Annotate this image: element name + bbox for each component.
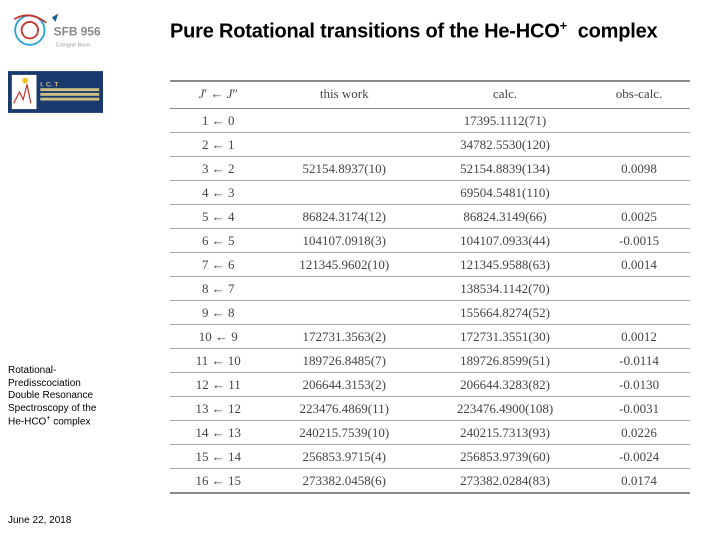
table-row: 8 ← 7 138534.1142(70): [170, 277, 690, 301]
cell-obscalc: [588, 109, 690, 133]
cell-thiswork: 121345.9602(10): [266, 253, 421, 277]
table-row: 2 ← 1 34782.5530(120): [170, 133, 690, 157]
cell-thiswork: 189726.8485(7): [266, 349, 421, 373]
cell-transition: 8 ← 7: [170, 277, 266, 301]
cell-thiswork: [266, 277, 421, 301]
cell-calc: 34782.5530(120): [422, 133, 588, 157]
cell-thiswork: 52154.8937(10): [266, 157, 421, 181]
cell-thiswork: 240215.7539(10): [266, 421, 421, 445]
cell-obscalc: -0.0024: [588, 445, 690, 469]
cell-calc: 273382.0284(83): [422, 469, 588, 494]
slide-page: SFB 956 Cologne Bonn I. C. T Rotational-…: [0, 0, 720, 540]
cell-transition: 4 ← 3: [170, 181, 266, 205]
sfb956-logo: SFB 956 Cologne Bonn: [8, 10, 103, 65]
table-row: 1 ← 0 17395.1112(71): [170, 109, 690, 133]
cell-transition: 14 ← 13: [170, 421, 266, 445]
table-row: 10 ← 9172731.3563(2)172731.3551(30)0.001…: [170, 325, 690, 349]
cell-obscalc: [588, 277, 690, 301]
svg-text:I. C. T: I. C. T: [40, 81, 58, 88]
cell-calc: 121345.9588(63): [422, 253, 588, 277]
data-table-wrap: J′ ← J″ this work calc. obs-calc. 1 ← 01…: [170, 80, 690, 494]
cell-calc: 172731.3551(30): [422, 325, 588, 349]
cell-calc: 240215.7313(93): [422, 421, 588, 445]
col-header-obscalc: obs-calc.: [588, 81, 690, 109]
sidebar: SFB 956 Cologne Bonn I. C. T Rotational-…: [0, 0, 120, 540]
cell-transition: 9 ← 8: [170, 301, 266, 325]
cell-transition: 6 ← 5: [170, 229, 266, 253]
cell-obscalc: 0.0025: [588, 205, 690, 229]
cell-transition: 15 ← 14: [170, 445, 266, 469]
cell-calc: 256853.9739(60): [422, 445, 588, 469]
table-row: 4 ← 3 69504.5481(110): [170, 181, 690, 205]
cell-thiswork: 223476.4869(11): [266, 397, 421, 421]
table-row: 9 ← 8 155664.8274(52): [170, 301, 690, 325]
table-row: 3 ← 252154.8937(10)52154.8839(134)0.0098: [170, 157, 690, 181]
cell-obscalc: -0.0031: [588, 397, 690, 421]
cell-thiswork: 256853.9715(4): [266, 445, 421, 469]
cell-thiswork: [266, 133, 421, 157]
cell-obscalc: 0.0174: [588, 469, 690, 494]
cell-obscalc: 0.0098: [588, 157, 690, 181]
cell-thiswork: 104107.0918(3): [266, 229, 421, 253]
cell-obscalc: -0.0114: [588, 349, 690, 373]
cell-thiswork: [266, 181, 421, 205]
cell-thiswork: 172731.3563(2): [266, 325, 421, 349]
cell-transition: 3 ← 2: [170, 157, 266, 181]
cell-transition: 1 ← 0: [170, 109, 266, 133]
cell-calc: 17395.1112(71): [422, 109, 588, 133]
cell-obscalc: [588, 301, 690, 325]
table-row: 16 ← 15273382.0458(6)273382.0284(83)0.01…: [170, 469, 690, 494]
transitions-table: J′ ← J″ this work calc. obs-calc. 1 ← 01…: [170, 80, 690, 494]
sidebar-caption: Rotational-Predisscociation Double Reson…: [8, 365, 112, 429]
table-header-row: J′ ← J″ this work calc. obs-calc.: [170, 81, 690, 109]
cell-obscalc: [588, 133, 690, 157]
main-content: Pure Rotational transitions of the He-HC…: [130, 0, 705, 540]
logo-block: SFB 956 Cologne Bonn I. C. T: [0, 0, 120, 113]
cell-transition: 12 ← 11: [170, 373, 266, 397]
table-row: 13 ← 12223476.4869(11)223476.4900(108)-0…: [170, 397, 690, 421]
cell-calc: 52154.8839(134): [422, 157, 588, 181]
cell-calc: 155664.8274(52): [422, 301, 588, 325]
cell-thiswork: 86824.3174(12): [266, 205, 421, 229]
cell-calc: 104107.0933(44): [422, 229, 588, 253]
institute-logo: I. C. T: [8, 71, 103, 113]
col-header-calc: calc.: [422, 81, 588, 109]
cell-obscalc: -0.0015: [588, 229, 690, 253]
cell-thiswork: [266, 301, 421, 325]
table-row: 6 ← 5104107.0918(3)104107.0933(44)-0.001…: [170, 229, 690, 253]
cell-calc: 86824.3149(66): [422, 205, 588, 229]
col-header-transition: J′ ← J″: [170, 81, 266, 109]
cell-calc: 138534.1142(70): [422, 277, 588, 301]
cell-transition: 5 ← 4: [170, 205, 266, 229]
cell-thiswork: 273382.0458(6): [266, 469, 421, 494]
table-row: 11 ← 10189726.8485(7)189726.8599(51)-0.0…: [170, 349, 690, 373]
cell-thiswork: 206644.3153(2): [266, 373, 421, 397]
table-row: 15 ← 14256853.9715(4)256853.9739(60)-0.0…: [170, 445, 690, 469]
cell-transition: 11 ← 10: [170, 349, 266, 373]
cell-transition: 13 ← 12: [170, 397, 266, 421]
cell-thiswork: [266, 109, 421, 133]
cell-calc: 223476.4900(108): [422, 397, 588, 421]
cell-obscalc: [588, 181, 690, 205]
svg-text:SFB 956: SFB 956: [54, 25, 101, 39]
cell-obscalc: 0.0012: [588, 325, 690, 349]
cell-transition: 16 ← 15: [170, 469, 266, 494]
cell-transition: 7 ← 6: [170, 253, 266, 277]
svg-text:Cologne Bonn: Cologne Bonn: [56, 43, 91, 49]
table-row: 7 ← 6121345.9602(10)121345.9588(63)0.001…: [170, 253, 690, 277]
slide-title: Pure Rotational transitions of the He-HC…: [170, 18, 657, 44]
table-row: 14 ← 13240215.7539(10)240215.7313(93)0.0…: [170, 421, 690, 445]
table-row: 12 ← 11206644.3153(2)206644.3283(82)-0.0…: [170, 373, 690, 397]
cell-obscalc: -0.0130: [588, 373, 690, 397]
cell-obscalc: 0.0014: [588, 253, 690, 277]
table-row: 5 ← 486824.3174(12)86824.3149(66)0.0025: [170, 205, 690, 229]
cell-calc: 189726.8599(51): [422, 349, 588, 373]
cell-obscalc: 0.0226: [588, 421, 690, 445]
cell-transition: 10 ← 9: [170, 325, 266, 349]
cell-calc: 206644.3283(82): [422, 373, 588, 397]
cell-transition: 2 ← 1: [170, 133, 266, 157]
sidebar-date: June 22, 2018: [8, 515, 71, 526]
cell-calc: 69504.5481(110): [422, 181, 588, 205]
col-header-thiswork: this work: [266, 81, 421, 109]
